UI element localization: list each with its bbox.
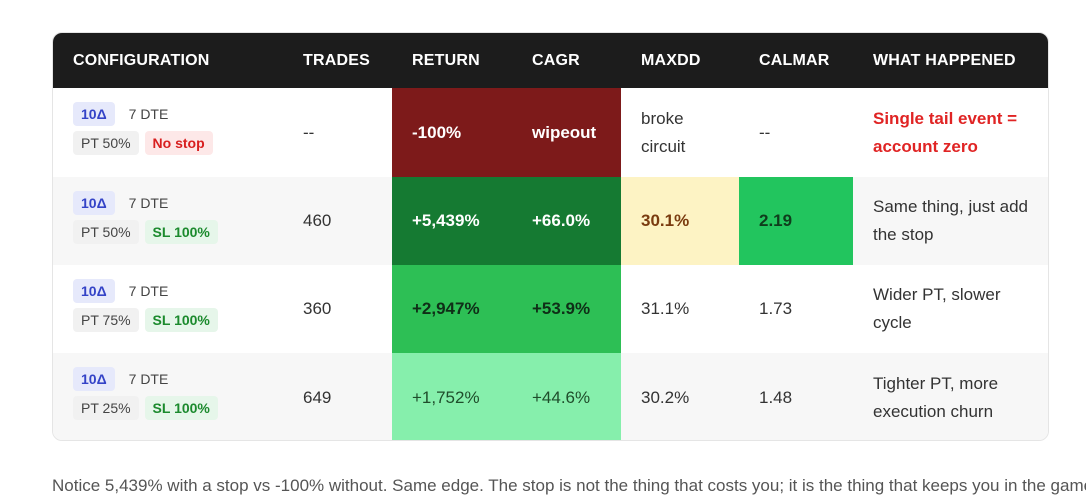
stop-tag: No stop <box>144 131 213 155</box>
pt-tag: PT 50% <box>73 131 139 155</box>
what-happened-cell: Wider PT, slower cycle <box>873 285 1001 332</box>
stop-tag: SL 100% <box>144 220 218 244</box>
calmar-cell: 1.48 <box>759 387 793 407</box>
return-cagr-fill: +1,752% +44.6% <box>392 353 621 440</box>
pt-tag: PT 75% <box>73 308 139 332</box>
delta-tag: 10Δ <box>73 367 115 391</box>
dte-tag: 7 DTE <box>120 367 177 391</box>
table-row: 10Δ 7 DTE PT 25% SL 100% 649 +1,752% +44… <box>53 353 1048 440</box>
header-maxdd: MAXDD <box>641 52 701 69</box>
table-header: CONFIGURATION TRADES RETURN CAGR MAXDD C… <box>53 33 1048 88</box>
stop-tag: SL 100% <box>144 396 218 420</box>
header-return: RETURN <box>412 52 480 69</box>
maxdd-fill: 30.1% <box>621 177 739 265</box>
trades-cell: -- <box>303 122 315 142</box>
calmar-cell: -- <box>759 122 771 142</box>
maxdd-cell: 30.1% <box>641 211 690 230</box>
delta-tag: 10Δ <box>73 191 115 215</box>
what-happened-cell: Tighter PT, more execution churn <box>873 373 999 421</box>
maxdd-cell: 30.2% <box>641 387 690 407</box>
cagr-cell: +66.0% <box>532 211 591 230</box>
config-tags: 10Δ 7 DTE PT 50% No stop <box>73 102 273 160</box>
what-happened-cell: Single tail event = account zero <box>873 108 1018 156</box>
header-trades: TRADES <box>303 52 370 69</box>
table-row: 10Δ 7 DTE PT 75% SL 100% 360 +2,947% +53… <box>53 265 1048 354</box>
cagr-cell: wipeout <box>532 122 597 142</box>
config-tags: 10Δ 7 DTE PT 50% SL 100% <box>73 191 273 249</box>
header-configuration: CONFIGURATION <box>73 52 210 69</box>
table-row: 10Δ 7 DTE PT 50% No stop -- -100% wipeou… <box>53 88 1048 178</box>
calmar-cell: 2.19 <box>759 211 793 230</box>
return-cell: +5,439% <box>412 211 480 230</box>
trades-cell: 649 <box>303 387 332 407</box>
return-cagr-fill: +5,439% +66.0% <box>392 177 621 265</box>
cagr-cell: +53.9% <box>532 299 591 318</box>
maxdd-cell: broke circuit <box>641 108 686 156</box>
what-happened-cell: Same thing, just add the stop <box>873 197 1028 244</box>
config-tags: 10Δ 7 DTE PT 25% SL 100% <box>73 367 273 425</box>
return-cell: -100% <box>412 122 462 142</box>
trades-cell: 360 <box>303 299 332 318</box>
table-row: 10Δ 7 DTE PT 50% SL 100% 460 +5,439% +66… <box>53 177 1048 266</box>
header-calmar: CALMAR <box>759 52 830 69</box>
return-cagr-fill: +2,947% +53.9% <box>392 265 621 353</box>
header-what-happened: WHAT HAPPENED <box>873 52 1016 69</box>
config-tags: 10Δ 7 DTE PT 75% SL 100% <box>73 279 273 337</box>
cagr-cell: +44.6% <box>532 387 591 407</box>
return-cell: +1,752% <box>412 387 480 407</box>
dte-tag: 7 DTE <box>120 279 177 303</box>
delta-tag: 10Δ <box>73 279 115 303</box>
dte-tag: 7 DTE <box>120 191 177 215</box>
footer-note: Notice 5,439% with a stop vs -100% witho… <box>52 476 1086 495</box>
maxdd-cell: 31.1% <box>641 299 690 318</box>
stop-tag: SL 100% <box>144 308 218 332</box>
delta-tag: 10Δ <box>73 102 115 126</box>
return-cagr-fill: -100% wipeout <box>392 88 621 177</box>
header-cagr: CAGR <box>532 52 580 69</box>
dte-tag: 7 DTE <box>120 102 177 126</box>
pt-tag: PT 50% <box>73 220 139 244</box>
results-table: CONFIGURATION TRADES RETURN CAGR MAXDD C… <box>52 32 1049 441</box>
trades-cell: 460 <box>303 211 332 230</box>
calmar-fill: 2.19 <box>739 177 853 265</box>
pt-tag: PT 25% <box>73 396 139 420</box>
calmar-cell: 1.73 <box>759 299 793 318</box>
return-cell: +2,947% <box>412 299 480 318</box>
